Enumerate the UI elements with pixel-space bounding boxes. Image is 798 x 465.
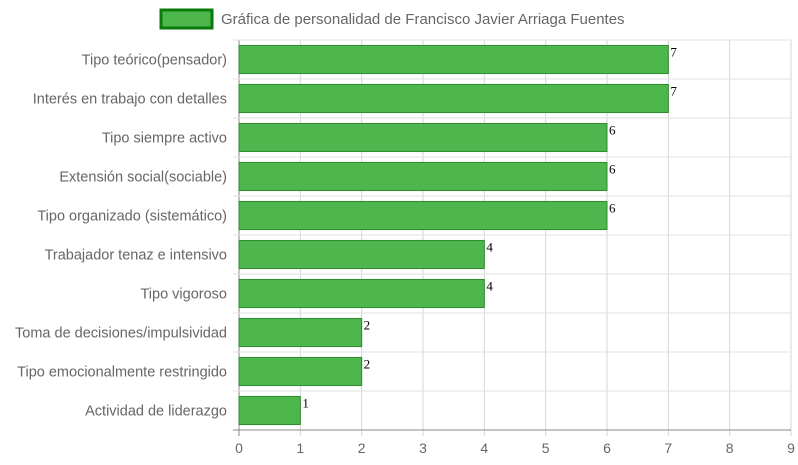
data-label: 6 <box>609 201 616 216</box>
x-tick-label: 9 <box>787 440 795 456</box>
bar[interactable] <box>238 356 363 387</box>
bar[interactable] <box>238 395 301 426</box>
category-label: Toma de decisiones/impulsividad <box>15 326 227 342</box>
category-label: Tipo teórico(pensador) <box>82 53 227 69</box>
category-label: Tipo vigoroso <box>140 287 227 303</box>
data-label: 6 <box>609 162 616 177</box>
data-label: 4 <box>486 240 493 255</box>
bar[interactable] <box>238 200 608 231</box>
legend-swatch <box>159 8 214 30</box>
category-label: Extensión social(sociable) <box>59 170 227 186</box>
category-label: Actividad de liderazgo <box>85 404 227 420</box>
legend-label: Gráfica de personalidad de Francisco Jav… <box>221 11 625 28</box>
x-tick-label: 4 <box>480 440 488 456</box>
data-label: 7 <box>670 45 677 60</box>
category-labels: Tipo teórico(pensador) Interés en trabajo… <box>15 53 227 420</box>
data-label: 2 <box>364 318 371 333</box>
category-label: Trabajador tenaz e intensivo <box>45 248 227 264</box>
data-label: 7 <box>670 84 677 99</box>
x-tick-label: 5 <box>542 440 550 456</box>
data-label: 4 <box>486 279 493 294</box>
bar[interactable] <box>238 44 669 75</box>
bar[interactable] <box>238 239 485 270</box>
bar[interactable] <box>238 161 608 192</box>
x-tick-label: 2 <box>358 440 366 456</box>
category-label: Tipo organizado (sistemático) <box>37 209 227 225</box>
legend[interactable]: Gráfica de personalidad de Francisco Jav… <box>159 8 625 30</box>
x-tick-label: 6 <box>603 440 611 456</box>
category-label: Tipo siempre activo <box>102 131 227 147</box>
bar[interactable] <box>238 278 485 309</box>
x-tick-label: 0 <box>235 440 243 456</box>
bar[interactable] <box>238 122 608 153</box>
x-tick-label: 7 <box>664 440 672 456</box>
x-axis-ticks: 0 1 2 3 4 5 6 7 8 9 <box>235 440 795 456</box>
bar[interactable] <box>238 83 669 114</box>
data-label: 2 <box>364 357 371 372</box>
bars <box>238 44 669 426</box>
bar[interactable] <box>238 317 363 348</box>
category-label: Tipo emocionalmente restringido <box>17 365 227 381</box>
x-tick-label: 3 <box>419 440 427 456</box>
x-tick-label: 8 <box>726 440 734 456</box>
data-label: 1 <box>302 396 309 411</box>
data-labels: 7 7 6 6 6 4 4 2 2 1 <box>302 45 677 411</box>
data-label: 6 <box>609 123 616 138</box>
category-label: Interés en trabajo con detalles <box>33 92 227 108</box>
x-tick-label: 1 <box>296 440 304 456</box>
